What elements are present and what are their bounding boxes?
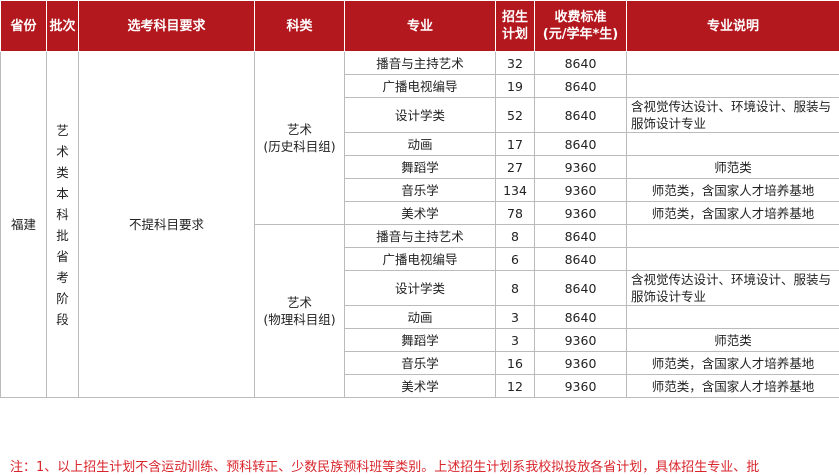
note-cell: 师范类，含国家人才培养基地	[627, 202, 839, 225]
note-cell: 师范类	[627, 329, 839, 352]
note-cell: 师范类，含国家人才培养基地	[627, 179, 839, 202]
plan-cell: 6	[496, 248, 535, 271]
major-cell: 播音与主持艺术	[345, 225, 496, 248]
header-cell: 选考科目要求	[79, 1, 255, 52]
category-cell: 艺术(物理科目组)	[255, 225, 345, 398]
text-line: (历史科目组)	[259, 138, 340, 155]
header-cell: 科类	[255, 1, 345, 52]
major-cell: 舞蹈学	[345, 156, 496, 179]
plan-cell: 3	[496, 306, 535, 329]
plan-cell: 19	[496, 75, 535, 98]
province-cell: 福建	[1, 52, 47, 398]
category-cell: 艺术(历史科目组)	[255, 52, 345, 225]
note-cell	[627, 133, 839, 156]
major-cell: 动画	[345, 306, 496, 329]
plan-cell: 27	[496, 156, 535, 179]
note-cell	[627, 248, 839, 271]
plan-cell: 12	[496, 375, 535, 398]
major-cell: 音乐学	[345, 352, 496, 375]
note-cell: 含视觉传达设计、环境设计、服装与服饰设计专业	[627, 271, 839, 306]
major-cell: 广播电视编导	[345, 248, 496, 271]
fee-cell: 9360	[535, 375, 627, 398]
fee-cell: 9360	[535, 352, 627, 375]
major-cell: 美术学	[345, 375, 496, 398]
major-cell: 舞蹈学	[345, 329, 496, 352]
plan-cell: 3	[496, 329, 535, 352]
major-cell: 美术学	[345, 202, 496, 225]
text-line: 收费标准	[535, 9, 626, 26]
footnote: 注：1、以上招生计划不含运动训练、预科转正、少数民族预科班等类别。上述招生计划系…	[10, 456, 759, 475]
major-cell: 音乐学	[345, 179, 496, 202]
note-cell	[627, 306, 839, 329]
plan-cell: 32	[496, 52, 535, 75]
subject-cell: 不提科目要求	[79, 52, 255, 398]
text-line: 艺术	[259, 294, 340, 311]
major-cell: 动画	[345, 133, 496, 156]
fee-cell: 8640	[535, 248, 627, 271]
major-cell: 播音与主持艺术	[345, 52, 496, 75]
text-line: (物理科目组)	[259, 311, 340, 328]
fee-cell: 9360	[535, 156, 627, 179]
fee-cell: 8640	[535, 98, 627, 133]
note-cell	[627, 75, 839, 98]
plan-cell: 8	[496, 271, 535, 306]
fee-cell: 8640	[535, 306, 627, 329]
header-cell: 收费标准(元/学年*生)	[535, 1, 627, 52]
fee-cell: 8640	[535, 225, 627, 248]
batch-cell: 艺术类本科批省考阶段	[47, 52, 79, 398]
header-cell: 省份	[1, 1, 47, 52]
major-cell: 设计学类	[345, 271, 496, 306]
plan-cell: 8	[496, 225, 535, 248]
admission-table: 省份批次选考科目要求科类专业招生计划收费标准(元/学年*生)专业说明 福建艺术类…	[0, 0, 839, 398]
fee-cell: 8640	[535, 271, 627, 306]
fee-cell: 8640	[535, 133, 627, 156]
plan-cell: 78	[496, 202, 535, 225]
plan-cell: 134	[496, 179, 535, 202]
note-cell: 师范类，含国家人才培养基地	[627, 352, 839, 375]
plan-cell: 16	[496, 352, 535, 375]
header-cell: 招生计划	[496, 1, 535, 52]
note-cell: 含视觉传达设计、环境设计、服装与服饰设计专业	[627, 98, 839, 133]
note-cell: 师范类	[627, 156, 839, 179]
fee-cell: 9360	[535, 202, 627, 225]
text-line: 艺术	[259, 121, 340, 138]
text-line: (元/学年*生)	[535, 26, 626, 43]
fee-cell: 8640	[535, 52, 627, 75]
fee-cell: 9360	[535, 329, 627, 352]
header-cell: 批次	[47, 1, 79, 52]
note-cell: 师范类，含国家人才培养基地	[627, 375, 839, 398]
header-cell: 专业	[345, 1, 496, 52]
note-cell	[627, 52, 839, 75]
plan-cell: 52	[496, 98, 535, 133]
header-cell: 专业说明	[627, 1, 839, 52]
note-cell	[627, 225, 839, 248]
plan-cell: 17	[496, 133, 535, 156]
fee-cell: 8640	[535, 75, 627, 98]
major-cell: 设计学类	[345, 98, 496, 133]
header-row: 省份批次选考科目要求科类专业招生计划收费标准(元/学年*生)专业说明	[1, 1, 839, 52]
fee-cell: 9360	[535, 179, 627, 202]
major-cell: 广播电视编导	[345, 75, 496, 98]
